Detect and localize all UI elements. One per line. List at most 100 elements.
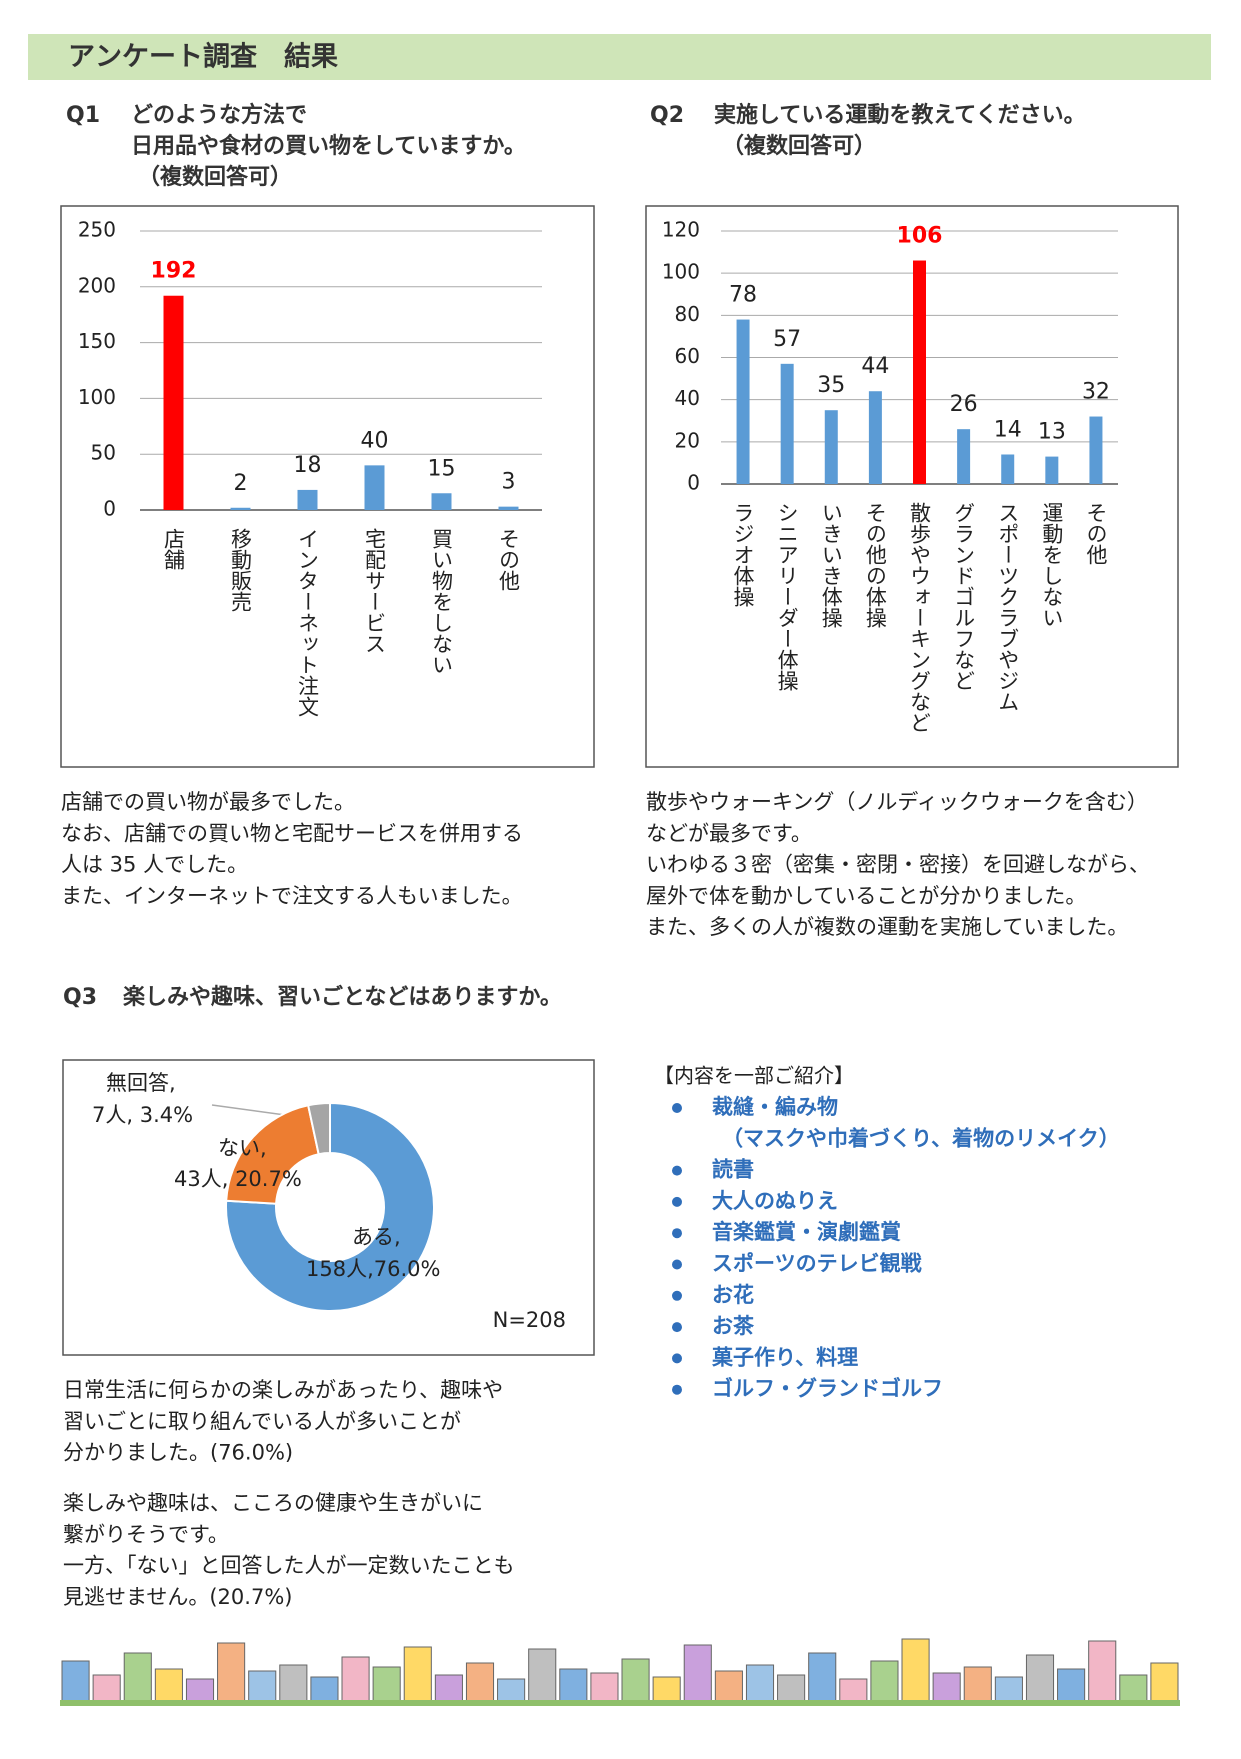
chart-frame — [645, 205, 1179, 768]
y-tick-label: 100 — [662, 260, 700, 284]
bar — [824, 410, 838, 484]
chart-annotation: N=208 — [493, 1308, 566, 1332]
comment-line: なお、店舗での買い物と宅配サービスを併用する — [61, 821, 523, 845]
skyline-building — [1057, 1668, 1086, 1706]
list-item: お花 — [712, 1283, 754, 1307]
slice-value-label: 158人,76.0% — [306, 1257, 440, 1281]
comment-line: 楽しみや趣味は、こころの健康や生きがいに — [63, 1491, 483, 1515]
bar — [163, 295, 184, 510]
list-item: 大人のぬりえ — [712, 1189, 838, 1213]
x-tick-label: 散歩やウォーキングなど — [908, 502, 932, 733]
skyline-building — [154, 1668, 183, 1706]
comment-line: 習いごとに取り組んでいる人が多いことが — [63, 1409, 461, 1433]
bullet — [672, 1384, 682, 1395]
comment-line: 分かりました。(76.0%) — [63, 1441, 293, 1465]
skyline-building — [621, 1658, 650, 1706]
header-title: アンケート調査 結果 — [68, 41, 338, 73]
comment-line: 屋外で体を動かしていることが分かりました。 — [646, 884, 1086, 908]
question-number: Q2 — [650, 103, 684, 128]
question-text: どのような方法で — [131, 102, 307, 128]
y-tick-label: 100 — [78, 385, 116, 409]
comment-line: 散歩やウォーキング（ノルディックウォークを含む） — [646, 790, 1148, 814]
skyline-building — [683, 1644, 712, 1706]
x-tick-label: 運動をしない — [1040, 502, 1064, 628]
list-item: 読書 — [712, 1158, 754, 1182]
donut-slice — [225, 1101, 435, 1312]
data-label: 2 — [234, 471, 248, 496]
list-item: 菓子作り、料理 — [711, 1345, 858, 1369]
data-label: 26 — [950, 392, 978, 417]
header-band — [28, 34, 1211, 80]
x-tick-label: グランドゴルフなど — [952, 502, 976, 691]
list-item: （マスクや巾着づくり、着物のリメイク） — [722, 1126, 1120, 1150]
skyline-building — [279, 1664, 308, 1706]
skyline-building — [341, 1656, 370, 1706]
y-tick-label: 150 — [78, 329, 116, 353]
bullet — [672, 1353, 682, 1364]
list-item: お茶 — [712, 1314, 755, 1338]
x-tick-label: その他の体操 — [863, 502, 887, 628]
x-tick-label: その他 — [497, 528, 521, 591]
skyline-building — [808, 1652, 837, 1706]
bar — [1001, 454, 1015, 484]
bar — [780, 363, 794, 484]
skyline-ground — [60, 1700, 1180, 1706]
data-label: 32 — [1082, 380, 1110, 405]
y-tick-label: 50 — [91, 441, 116, 465]
skyline-building — [714, 1670, 743, 1706]
donut-slice — [306, 1101, 331, 1156]
slice-value-label: 43人, 20.7% — [174, 1167, 302, 1191]
data-label: 14 — [994, 417, 1022, 442]
bullet — [672, 1165, 682, 1176]
data-label: 106 — [897, 224, 943, 249]
data-label: 3 — [502, 470, 516, 495]
skyline-building — [217, 1642, 246, 1706]
slice-label: 無回答, — [106, 1071, 176, 1095]
x-tick-label: その他 — [1084, 502, 1108, 565]
chart-frame — [60, 205, 595, 768]
y-tick-label: 200 — [78, 273, 116, 297]
y-tick-label: 20 — [675, 428, 700, 452]
data-label: 78 — [729, 283, 757, 308]
question-text: 実施している運動を教えてください。 — [714, 102, 1086, 128]
bar — [913, 260, 926, 484]
y-tick-label: 40 — [675, 386, 700, 410]
skyline-building — [932, 1672, 961, 1706]
y-tick-label: 60 — [675, 344, 700, 368]
bullet — [672, 1322, 682, 1333]
bullet — [672, 1259, 682, 1270]
comment-line: 繋がりそうです。 — [63, 1522, 229, 1546]
data-label: 192 — [151, 259, 197, 284]
question-text: （複数回答可） — [722, 133, 876, 159]
x-tick-label: シニアリーダー体操 — [775, 502, 799, 691]
list-item: 裁縫・編み物 — [712, 1095, 838, 1119]
bar — [957, 429, 971, 484]
x-tick-label: 買い物をしない — [430, 528, 454, 675]
data-label: 15 — [428, 456, 456, 481]
bar — [498, 506, 519, 510]
chart-frame — [62, 1059, 595, 1356]
list-heading: 【内容を一部ご紹介】 — [654, 1064, 854, 1088]
list-item: スポーツのテレビ観戦 — [712, 1252, 922, 1276]
y-tick-label: 250 — [78, 218, 116, 242]
x-tick-label: 移動販売 — [229, 528, 253, 612]
bullet — [672, 1196, 682, 1207]
bar — [297, 489, 318, 510]
question-text: 楽しみや趣味、習いごとなどはありますか。 — [123, 984, 562, 1010]
bullet — [672, 1290, 682, 1301]
skyline-building — [1088, 1640, 1117, 1706]
data-label: 35 — [817, 373, 845, 398]
x-tick-label: インターネット注文 — [296, 528, 320, 717]
y-tick-label: 120 — [662, 218, 700, 242]
skyline-building — [403, 1646, 432, 1706]
y-tick-label: 80 — [675, 302, 700, 326]
skyline-building — [248, 1670, 277, 1706]
comment-line: また、インターネットで注文する人もいました。 — [61, 884, 523, 908]
skyline-building — [870, 1660, 899, 1706]
data-label: 57 — [773, 327, 801, 352]
bar — [868, 391, 882, 484]
data-label: 13 — [1038, 420, 1066, 445]
comment-line: 人は 35 人でした。 — [61, 853, 248, 877]
skyline-building — [745, 1664, 775, 1706]
